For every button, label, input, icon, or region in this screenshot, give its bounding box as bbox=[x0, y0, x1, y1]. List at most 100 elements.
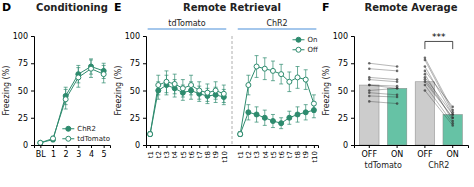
x-tick: OFF bbox=[417, 145, 433, 159]
paired-point bbox=[451, 124, 454, 127]
point bbox=[101, 72, 106, 77]
point bbox=[287, 79, 292, 84]
x-tick-label: 5 bbox=[102, 150, 107, 159]
series bbox=[38, 60, 106, 145]
x-tick-label: OFF bbox=[417, 150, 433, 159]
y-axis-title: Freezing (%) bbox=[2, 66, 11, 116]
error-bar bbox=[181, 80, 185, 97]
paired-point bbox=[451, 113, 454, 116]
legend-swatch-marker bbox=[296, 37, 301, 42]
y-tick-mark bbox=[143, 145, 146, 146]
panel-letter: D bbox=[2, 1, 11, 14]
error-bar bbox=[214, 82, 218, 99]
y-tick: 25 bbox=[338, 114, 354, 123]
error-bar bbox=[148, 132, 152, 136]
point bbox=[238, 132, 243, 137]
y-tick: 50 bbox=[338, 87, 354, 96]
x-tick-mark bbox=[78, 145, 79, 148]
error-bar bbox=[102, 65, 106, 82]
point bbox=[205, 90, 210, 95]
error-bar bbox=[164, 71, 168, 93]
paired-line bbox=[425, 71, 453, 107]
x-tick-mark bbox=[240, 145, 241, 148]
paired-line bbox=[369, 85, 397, 86]
bar bbox=[360, 85, 379, 145]
x-tick-label: t4 bbox=[262, 150, 270, 158]
point bbox=[246, 110, 251, 115]
point bbox=[295, 75, 300, 80]
paired-line bbox=[369, 63, 397, 66]
section-label: ChR2 bbox=[266, 19, 287, 28]
paired-line bbox=[425, 60, 453, 112]
paired-point bbox=[451, 116, 454, 119]
error-bar bbox=[263, 58, 267, 80]
error-bar bbox=[238, 132, 242, 136]
y-tick: 100 bbox=[13, 32, 34, 41]
point bbox=[63, 97, 68, 102]
x-tick-label: t1 bbox=[237, 151, 245, 158]
point bbox=[213, 88, 218, 93]
paired-line bbox=[369, 77, 397, 79]
paired-point bbox=[368, 100, 371, 103]
x-tick: t7 bbox=[286, 145, 294, 158]
panel: 0255075100Freezing (%)t1t2t3t4t5t6t7t8t9… bbox=[114, 19, 319, 163]
x-tick-label: t2 bbox=[155, 151, 163, 158]
x-tick-mark bbox=[207, 145, 208, 148]
point bbox=[148, 132, 153, 137]
panel: 0255075100Freezing (%)BL12345ChR2tdTomat… bbox=[2, 32, 111, 159]
error-bar bbox=[76, 68, 80, 88]
y-tick-mark bbox=[143, 118, 146, 119]
point bbox=[262, 66, 267, 71]
paired-point bbox=[396, 70, 399, 73]
y-tick-label: 75 bbox=[338, 59, 348, 68]
section-label: tdTomato bbox=[168, 19, 205, 28]
point bbox=[262, 115, 267, 120]
y-tick-label: 50 bbox=[130, 87, 140, 96]
plot-area bbox=[360, 57, 463, 146]
error-bar bbox=[89, 60, 93, 77]
x-tick-label: t8 bbox=[294, 151, 302, 158]
error-bar bbox=[255, 56, 259, 78]
point bbox=[164, 79, 169, 84]
legend-swatch-marker bbox=[66, 136, 71, 141]
group-label: tdTomato bbox=[365, 161, 402, 170]
y-tick: 0 bbox=[135, 141, 146, 150]
legend-label: tdTomato bbox=[77, 135, 110, 143]
y-tick: 100 bbox=[333, 32, 354, 41]
x-tick: t2 bbox=[155, 145, 163, 158]
paired-line bbox=[369, 101, 397, 103]
x-tick-mark bbox=[273, 145, 274, 148]
point bbox=[38, 140, 43, 145]
paired-point bbox=[368, 91, 371, 94]
y-tick: 75 bbox=[18, 59, 34, 68]
legend-item: tdTomato bbox=[62, 135, 110, 143]
x-tick: t4 bbox=[171, 145, 179, 158]
legend-swatch-marker bbox=[66, 126, 71, 131]
x-tick-label: 4 bbox=[89, 150, 94, 159]
x-tick: 3 bbox=[76, 145, 81, 159]
point bbox=[279, 72, 284, 77]
y-tick-label: 25 bbox=[130, 114, 140, 123]
error-bar bbox=[246, 75, 250, 95]
x-tick-label: t5 bbox=[270, 151, 278, 158]
y-axis: 0 25 50 75 100 bbox=[333, 32, 355, 150]
y-tick-mark bbox=[31, 36, 34, 37]
y-axis-line bbox=[31, 37, 35, 146]
point bbox=[38, 140, 43, 145]
error-bar bbox=[279, 64, 283, 84]
paired-point bbox=[368, 84, 371, 87]
x-tick-mark bbox=[265, 145, 266, 148]
y-tick: 0 bbox=[343, 141, 354, 150]
x-tick-mark bbox=[289, 145, 290, 148]
x-tick-label: 2 bbox=[64, 150, 69, 159]
chart-root: 0255075100Freezing (%)BL12345ChR2tdTomat… bbox=[0, 0, 474, 187]
legend-label: Off bbox=[307, 46, 318, 54]
y-tick-label: 25 bbox=[18, 114, 28, 123]
x-tick-mark bbox=[104, 145, 105, 148]
error-bar bbox=[304, 70, 308, 90]
x-tick-label: t4 bbox=[171, 150, 179, 158]
legend: ChR2tdTomato bbox=[62, 125, 110, 143]
significance-bracket bbox=[425, 41, 453, 49]
paired-point bbox=[368, 62, 371, 65]
paired-point bbox=[396, 78, 399, 81]
